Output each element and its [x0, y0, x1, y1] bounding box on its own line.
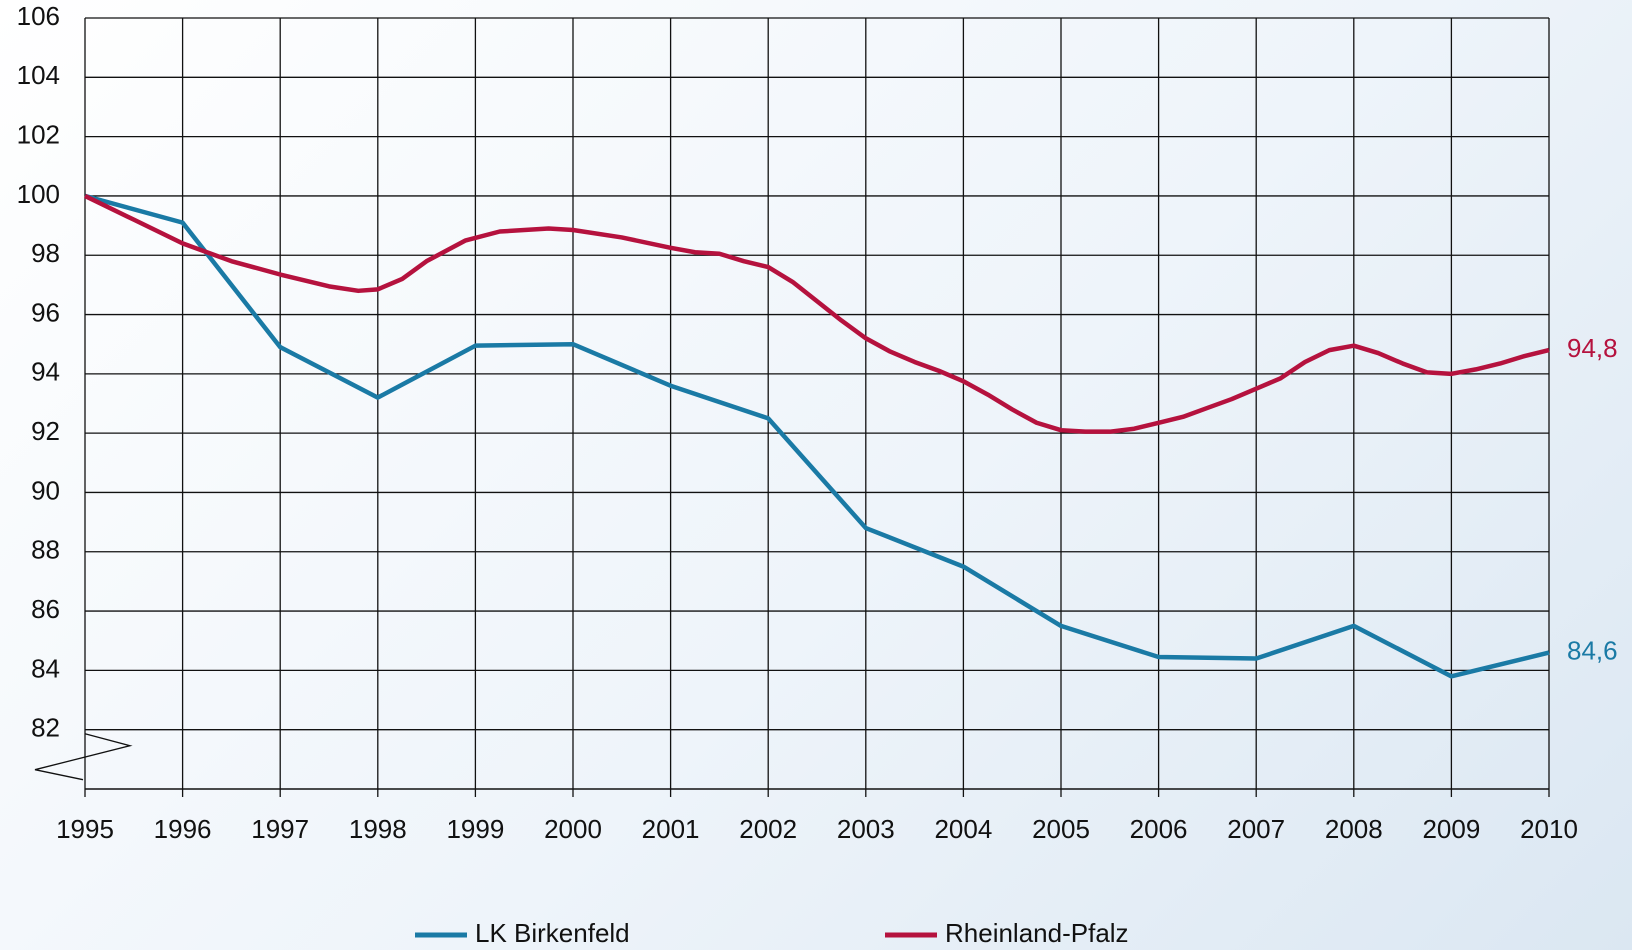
- y-tick-label: 88: [31, 535, 60, 565]
- y-tick-label: 98: [31, 238, 60, 268]
- legend-label: LK Birkenfeld: [475, 918, 630, 948]
- y-tick-label: 96: [31, 297, 60, 327]
- end-label: 84,6: [1567, 635, 1618, 665]
- x-tick-label: 1999: [446, 814, 504, 844]
- x-tick-label: 1996: [154, 814, 212, 844]
- y-tick-label: 82: [31, 713, 60, 743]
- y-tick-label: 92: [31, 416, 60, 446]
- y-tick-label: 100: [17, 179, 60, 209]
- x-tick-label: 2001: [642, 814, 700, 844]
- x-tick-label: 2008: [1325, 814, 1383, 844]
- y-tick-label: 86: [31, 594, 60, 624]
- x-tick-label: 1998: [349, 814, 407, 844]
- x-tick-label: 2002: [739, 814, 797, 844]
- x-tick-label: 2007: [1227, 814, 1285, 844]
- end-label: 94,8: [1567, 333, 1618, 363]
- y-tick-label: 104: [17, 60, 60, 90]
- y-tick-label: 84: [31, 653, 60, 683]
- legend-label: Rheinland-Pfalz: [945, 918, 1129, 948]
- x-tick-label: 2003: [837, 814, 895, 844]
- line-series: [84, 193, 1550, 434]
- x-tick-label: 2010: [1520, 814, 1578, 844]
- y-tick-label: 106: [17, 1, 60, 31]
- x-tick-label: 1995: [56, 814, 114, 844]
- line-series: [84, 193, 1550, 679]
- axis-break: [34, 733, 133, 781]
- y-tick-label: 94: [31, 357, 60, 387]
- x-tick-label: 2006: [1130, 814, 1188, 844]
- x-tick-label: 2004: [934, 814, 992, 844]
- y-tick-label: 90: [31, 475, 60, 505]
- x-tick-label: 1997: [251, 814, 309, 844]
- y-tick-label: 102: [17, 119, 60, 149]
- x-tick-label: 2009: [1422, 814, 1480, 844]
- x-tick-label: 2005: [1032, 814, 1090, 844]
- x-tick-label: 2000: [544, 814, 602, 844]
